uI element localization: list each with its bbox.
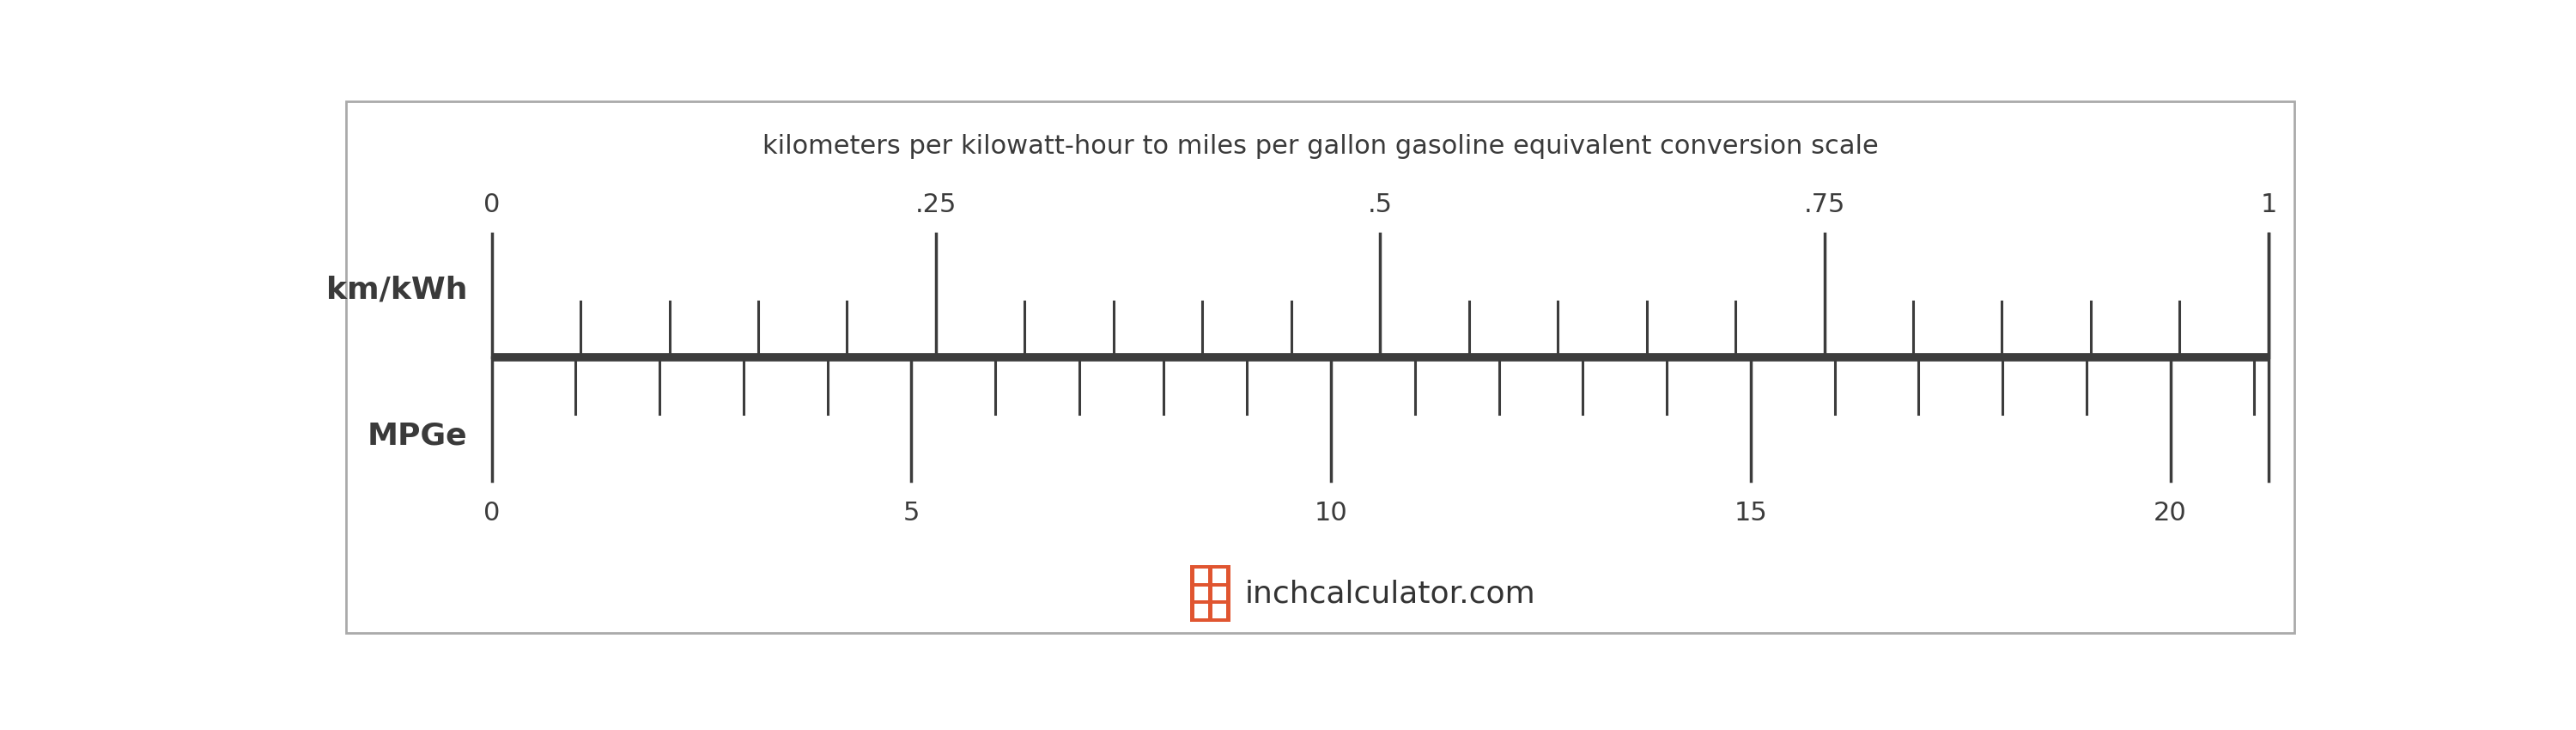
Text: .5: .5: [1368, 192, 1394, 217]
FancyBboxPatch shape: [1213, 604, 1226, 618]
Text: .25: .25: [914, 192, 956, 217]
Text: 10: 10: [1314, 501, 1347, 526]
Text: inchcalculator.com: inchcalculator.com: [1244, 579, 1535, 608]
FancyBboxPatch shape: [1195, 604, 1208, 618]
FancyBboxPatch shape: [1195, 586, 1208, 601]
Text: 0: 0: [484, 501, 500, 526]
FancyBboxPatch shape: [1195, 569, 1208, 583]
Text: 5: 5: [904, 501, 920, 526]
Text: .75: .75: [1803, 192, 1844, 217]
FancyBboxPatch shape: [1213, 569, 1226, 583]
Text: 15: 15: [1734, 501, 1767, 526]
Text: 20: 20: [2154, 501, 2187, 526]
Text: MPGe: MPGe: [368, 421, 469, 450]
Text: 1: 1: [2259, 192, 2277, 217]
Text: 0: 0: [484, 192, 500, 217]
Text: km/kWh: km/kWh: [327, 275, 469, 304]
Text: kilometers per kilowatt-hour to miles per gallon gasoline equivalent conversion : kilometers per kilowatt-hour to miles pe…: [762, 134, 1878, 159]
FancyBboxPatch shape: [1190, 565, 1231, 622]
FancyBboxPatch shape: [1213, 586, 1226, 601]
